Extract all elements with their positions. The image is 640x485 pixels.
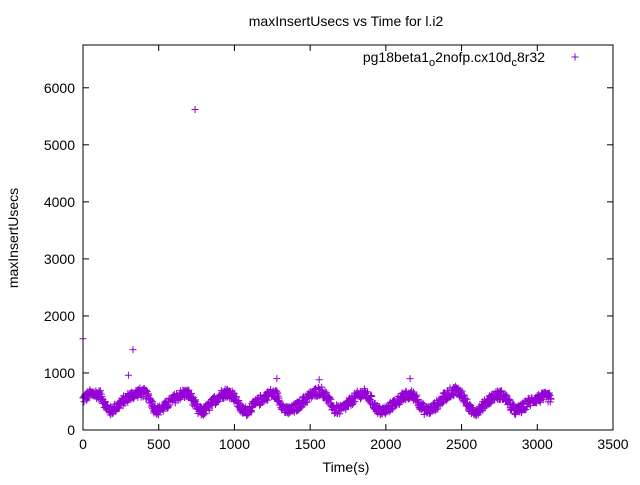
y-tick-label: 0 (67, 422, 75, 438)
data-point (357, 395, 365, 403)
data-point (413, 391, 421, 399)
legend-label-part: pg18beta1 (363, 49, 429, 65)
plot-frame (82, 44, 614, 431)
data-point (326, 394, 334, 402)
y-axis: 0 1000 2000 3000 4000 5000 6000 (44, 80, 613, 438)
x-tick-label: 1500 (295, 436, 326, 452)
x-tick-label: 3000 (522, 436, 553, 452)
data-point (460, 391, 468, 399)
data-point (458, 387, 466, 395)
legend-subscript: c (511, 57, 517, 69)
data-point (486, 400, 494, 408)
data-point (503, 391, 511, 399)
chart-title: maxInsertUsecs vs Time for l.i2 (249, 13, 444, 29)
data-point (342, 406, 350, 414)
data-point (298, 403, 306, 411)
legend-label-part: 2nofp.cx10d (435, 49, 511, 65)
data-point (96, 387, 104, 395)
y-tick-label: 5000 (44, 137, 75, 153)
data-point (511, 411, 519, 419)
data-point (115, 404, 123, 412)
data-point (213, 398, 221, 406)
outlier-point (273, 375, 281, 383)
data-points (79, 105, 555, 420)
data-point (506, 396, 514, 404)
x-axis-label: Time(s) (323, 459, 370, 475)
outlier-point (191, 105, 199, 113)
y-tick-label: 3000 (44, 251, 75, 267)
x-tick-label: 0 (79, 436, 87, 452)
outlier-point (315, 376, 323, 384)
data-point (159, 405, 167, 413)
data-point (523, 403, 531, 411)
legend-subscript: o (429, 57, 435, 69)
data-point (426, 409, 434, 417)
legend-marker (571, 53, 579, 61)
data-point (481, 402, 489, 410)
outlier-point (406, 375, 414, 383)
data-point (148, 398, 156, 406)
data-point (273, 387, 281, 395)
data-point (321, 387, 329, 395)
data-point (166, 401, 174, 409)
data-point (155, 411, 163, 419)
data-point (264, 396, 272, 404)
data-point (187, 390, 195, 398)
legend-label-part: 8r32 (517, 49, 545, 65)
data-point (547, 395, 555, 403)
y-axis-label: maxInsertUsecs (5, 188, 21, 288)
data-point (501, 390, 509, 398)
data-point (274, 389, 282, 397)
x-tick-label: 500 (147, 436, 171, 452)
x-tick-label: 2000 (370, 436, 401, 452)
data-point (303, 398, 311, 406)
legend-marker-symbol (571, 53, 579, 61)
data-point (235, 396, 243, 404)
data-point (147, 396, 155, 404)
data-point (368, 392, 376, 400)
outlier-point (124, 371, 132, 379)
data-point (208, 402, 216, 410)
y-tick-label: 2000 (44, 308, 75, 324)
legend: pg18beta1o2nofp.cx10dc8r32 (363, 49, 579, 69)
data-point (439, 399, 447, 407)
y-tick-label: 1000 (44, 365, 75, 381)
data-point (201, 410, 209, 418)
y-tick-label: 4000 (44, 194, 75, 210)
data-point (360, 385, 368, 393)
outlier-point (129, 346, 137, 354)
y-tick-label: 6000 (44, 80, 75, 96)
data-point (230, 389, 238, 397)
data-point (327, 395, 335, 403)
x-tick-label: 2500 (446, 436, 477, 452)
data-point (204, 403, 212, 411)
data-point (143, 386, 151, 394)
x-tick-label: 1000 (219, 436, 250, 452)
data-point (205, 406, 213, 414)
x-axis: 0 500 1000 1500 2000 2500 3000 3500 (79, 45, 629, 452)
data-point (248, 408, 256, 416)
legend-label: pg18beta1o2nofp.cx10dc8r32 (363, 49, 545, 69)
data-point (275, 394, 283, 402)
x-tick-label: 3500 (597, 436, 628, 452)
data-point (101, 397, 109, 405)
outlier-point (544, 391, 552, 399)
data-point (364, 388, 372, 396)
data-point (145, 391, 153, 399)
